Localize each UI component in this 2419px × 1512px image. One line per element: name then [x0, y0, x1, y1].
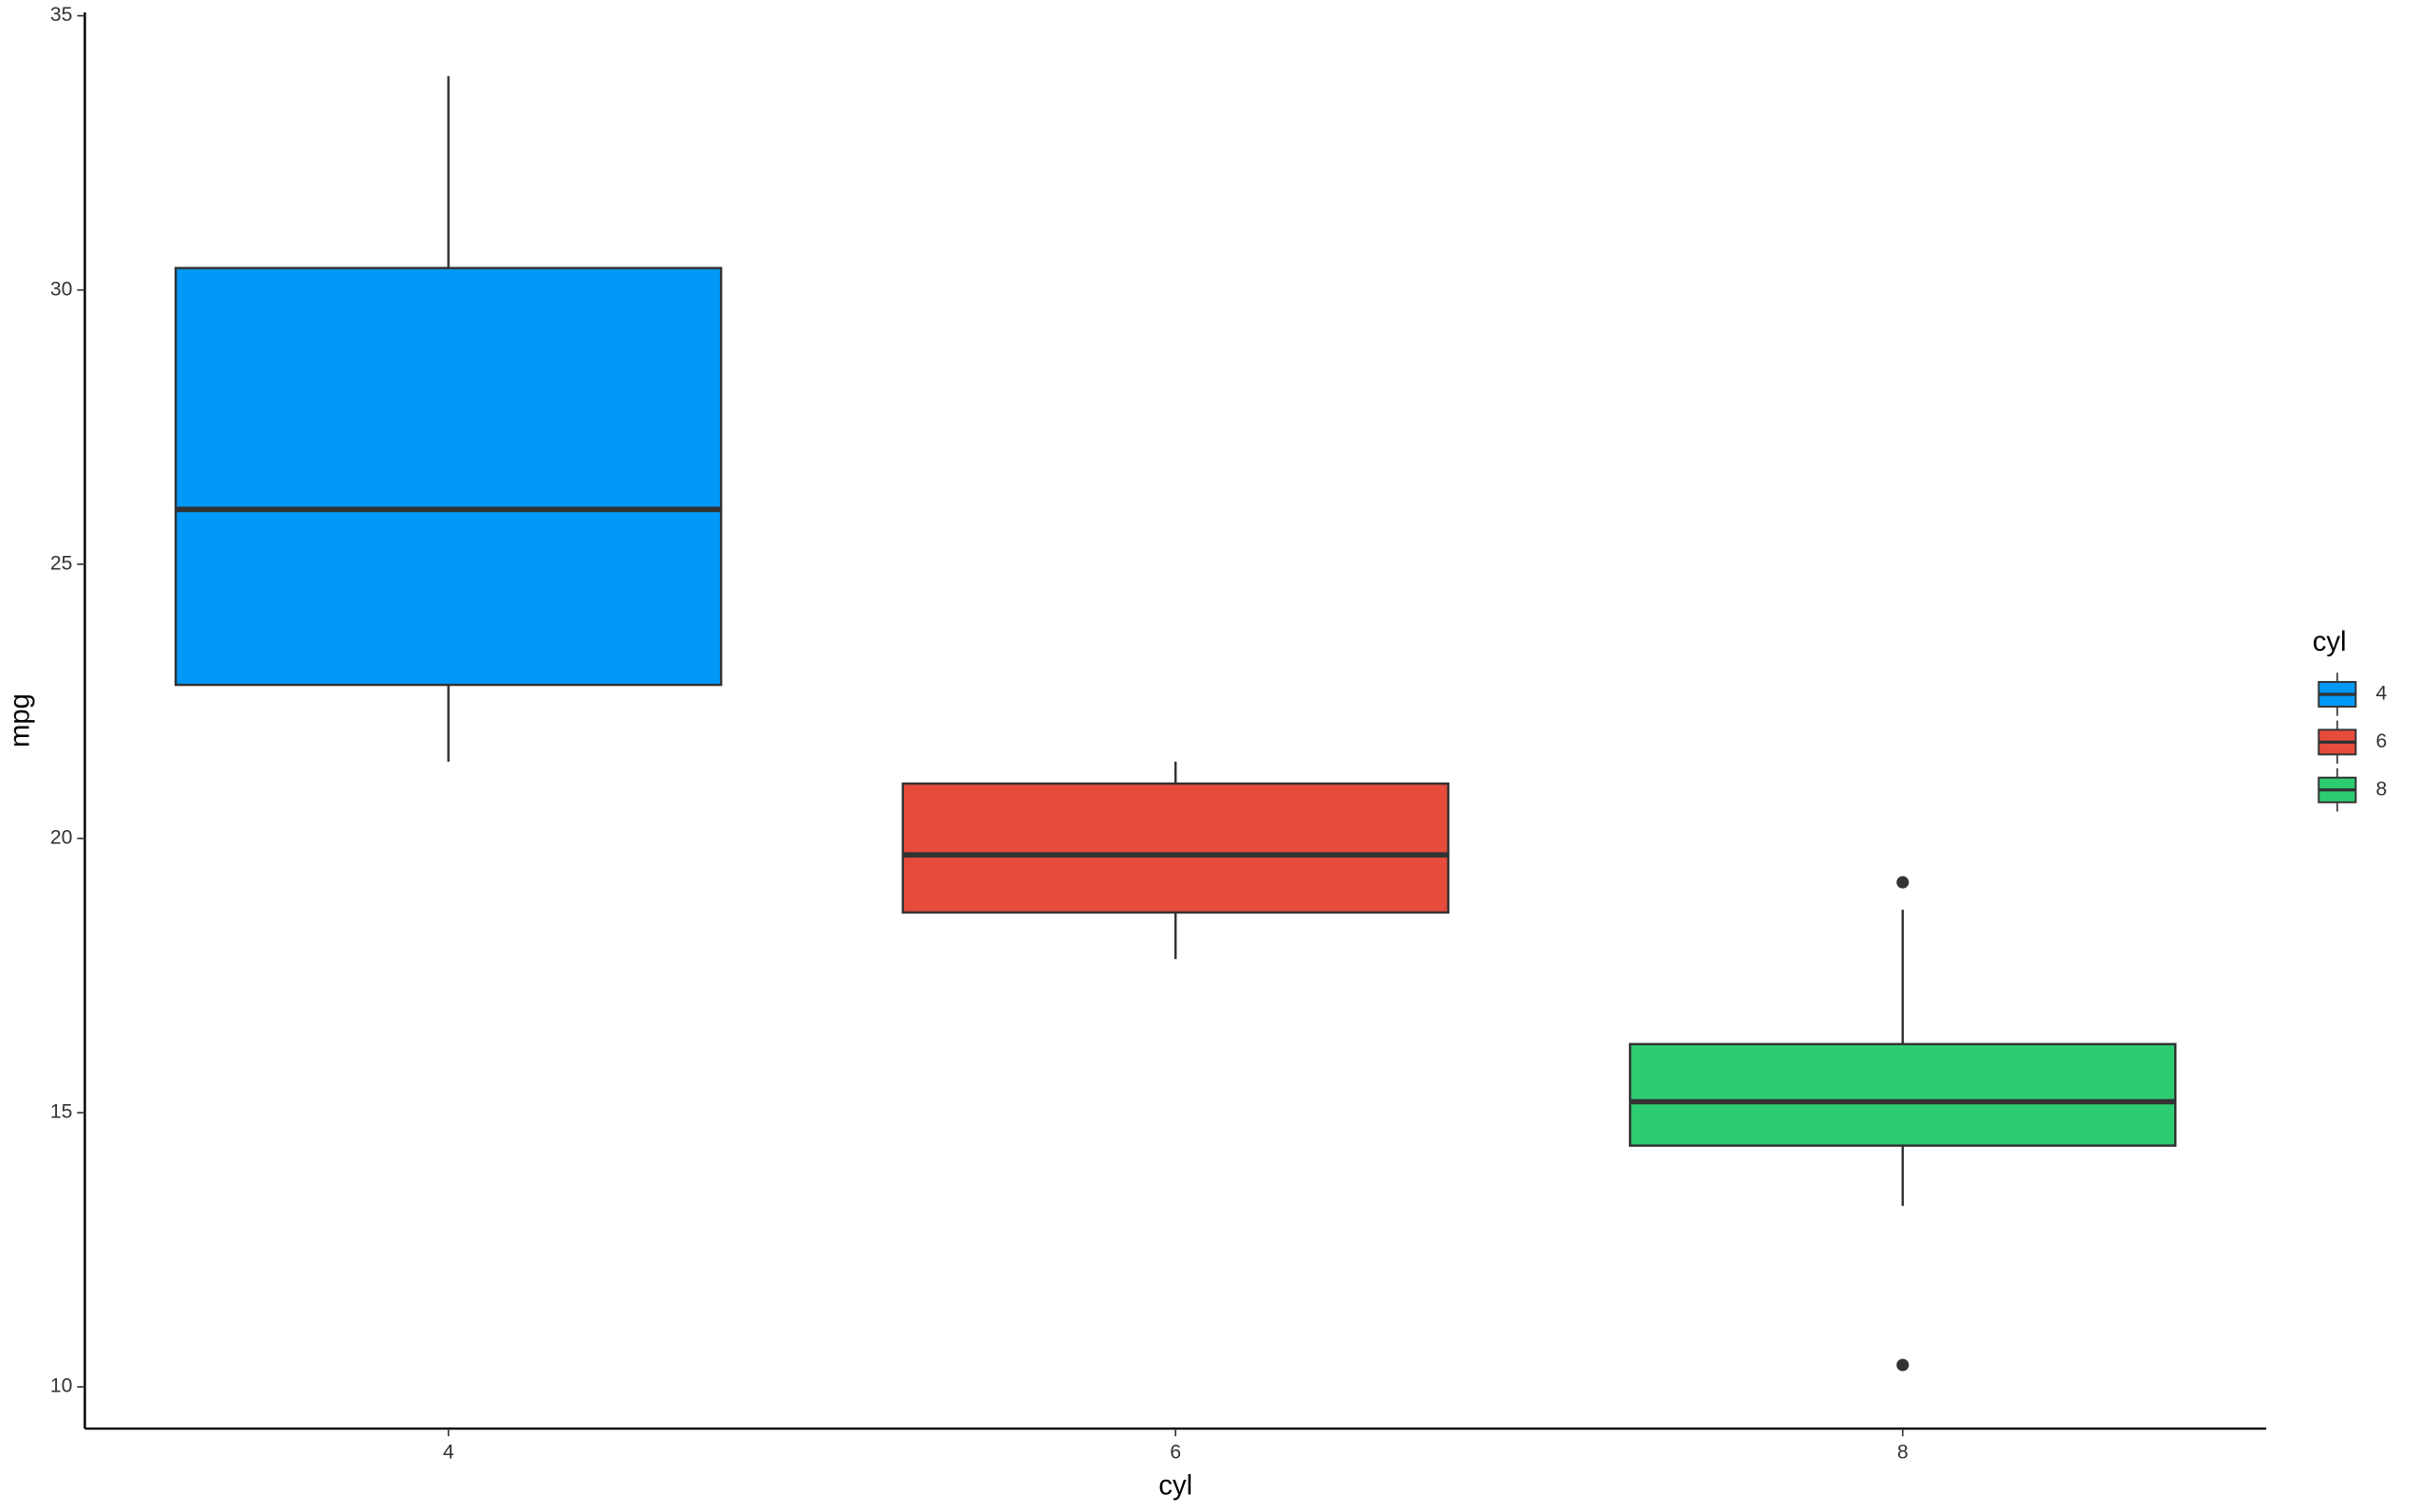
- box: [1629, 1042, 2177, 1147]
- box: [901, 782, 1450, 914]
- legend-label: 4: [2375, 683, 2387, 705]
- y-tick-label: 25: [50, 552, 73, 574]
- y-tick-label: 10: [50, 1375, 73, 1397]
- legend-label: 8: [2375, 778, 2387, 800]
- x-tick-label: 8: [1897, 1442, 1909, 1464]
- x-tick-label: 6: [1170, 1442, 1181, 1464]
- y-axis-title: mpg: [6, 693, 36, 747]
- y-tick-label: 30: [50, 278, 73, 300]
- y-tick-label: 15: [50, 1101, 73, 1123]
- legend-title: cyl: [2313, 627, 2347, 657]
- x-axis-title: cyl: [1158, 1471, 1192, 1502]
- y-tick-label: 35: [50, 4, 73, 26]
- outlier: [1896, 876, 1910, 889]
- y-tick-label: 20: [50, 826, 73, 848]
- legend-label: 6: [2375, 730, 2387, 752]
- box: [175, 267, 723, 687]
- x-tick-label: 4: [443, 1442, 454, 1464]
- outlier: [1896, 1358, 1910, 1372]
